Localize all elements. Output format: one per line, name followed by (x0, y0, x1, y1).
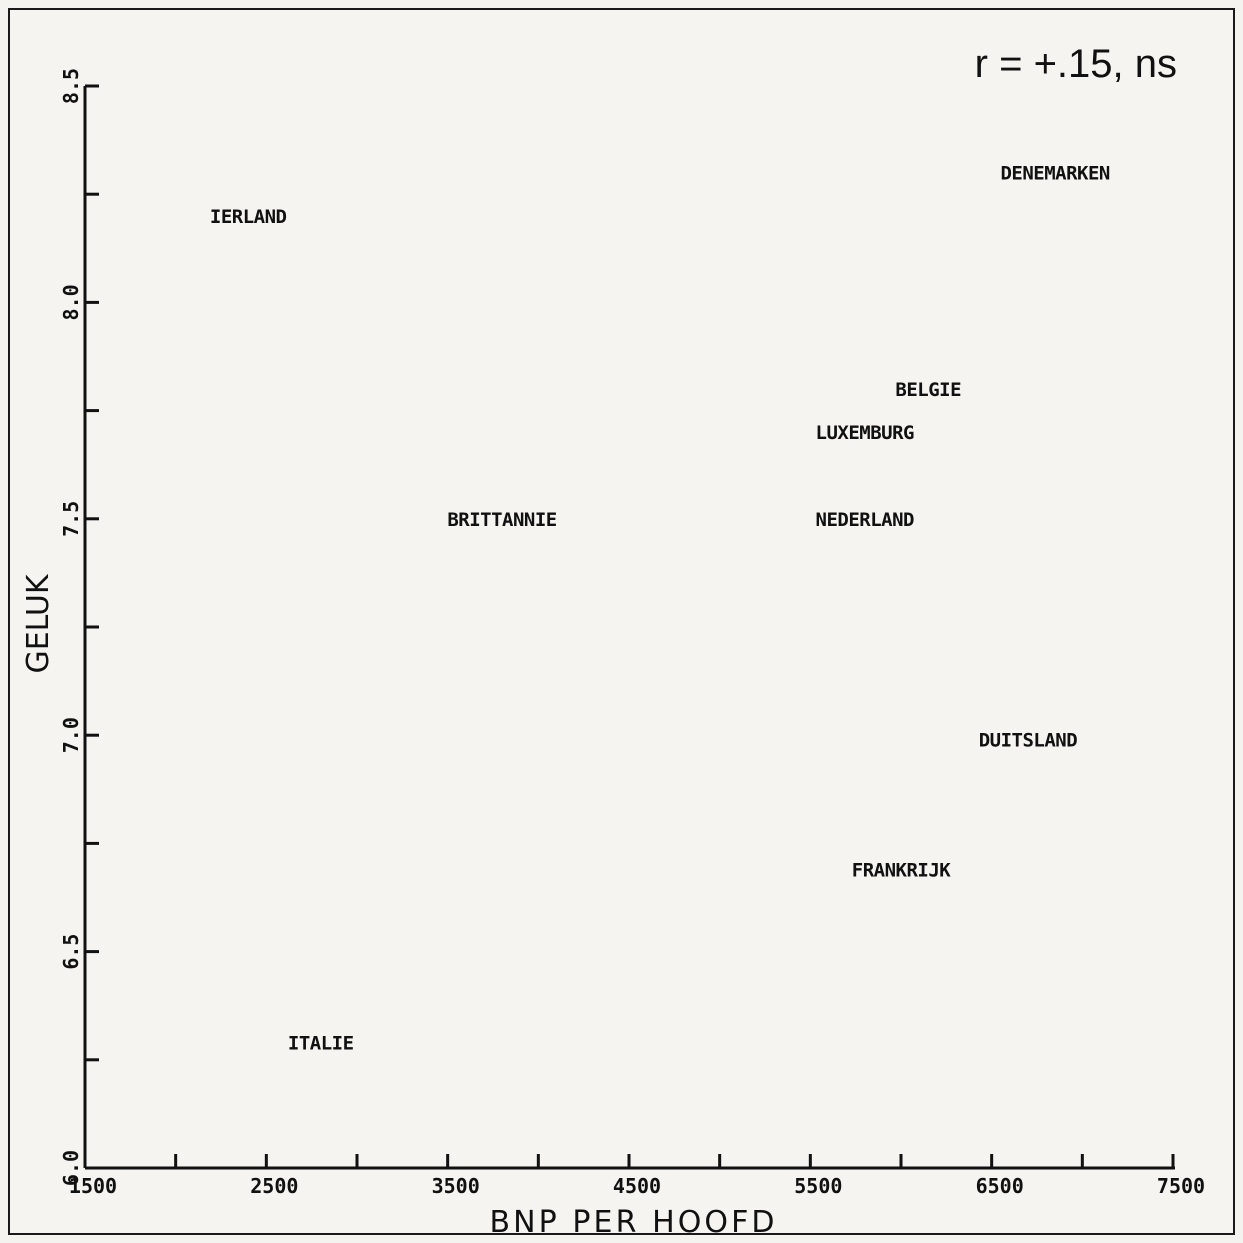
x-axis-title: BNP PER HOOFD (490, 1205, 775, 1240)
point-label: NEDERLAND (816, 509, 915, 531)
x-tick-label: 4500 (613, 1174, 661, 1198)
y-tick-label: 6.0 (59, 1150, 83, 1186)
x-tick-label: 1500 (69, 1174, 117, 1198)
correlation-annotation: r = +.15, ns (975, 42, 1177, 86)
y-tick-label: 8.5 (59, 68, 83, 104)
y-tick-label: 8.0 (59, 284, 83, 320)
x-tick-label: 3500 (432, 1174, 480, 1198)
point-label: BELGIE (895, 379, 961, 401)
axes (83, 86, 1175, 1170)
x-tick-label: 2500 (250, 1174, 298, 1198)
point-label: DENEMARKEN (1000, 163, 1109, 185)
point-label: LUXEMBURG (816, 422, 915, 444)
x-tick-label: 7500 (1157, 1174, 1205, 1198)
data-labels: IERLAND DENEMARKEN BELGIE LUXEMBURG BRITTANN… (210, 163, 1110, 1055)
point-label: FRANKRIJK (852, 859, 952, 881)
point-label: BRITTANNIE (447, 509, 556, 531)
point-label: DUITSLAND (979, 730, 1078, 752)
x-ticks: 1500 2500 3500 4500 5500 6500 7500 (69, 1154, 1205, 1198)
x-tick-label: 5500 (794, 1174, 842, 1198)
point-label: ITALIE (288, 1032, 354, 1054)
x-tick-label: 6500 (976, 1174, 1024, 1198)
y-tick-label: 6.5 (59, 934, 83, 970)
y-ticks: 6.0 6.5 7.0 7.5 8.0 8.5 (59, 68, 99, 1186)
y-tick-label: 7.0 (59, 717, 83, 753)
point-label: IERLAND (210, 206, 287, 228)
y-axis-title: GELUK (21, 573, 56, 673)
chart-frame (8, 8, 1235, 1235)
y-tick-label: 7.5 (59, 501, 83, 537)
